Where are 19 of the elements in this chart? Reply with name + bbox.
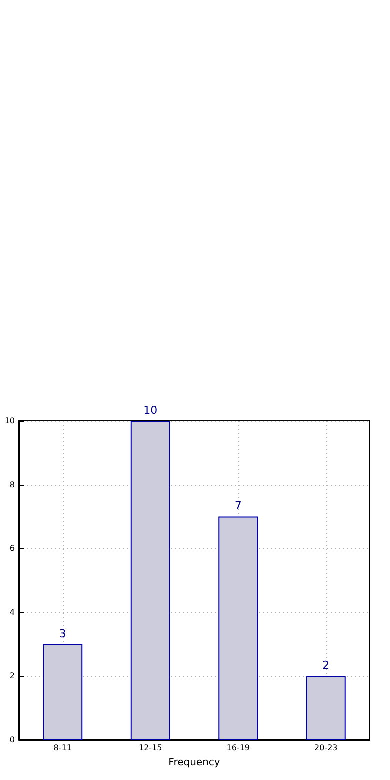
x-tick-label: 16-19 (226, 744, 250, 752)
bar (43, 644, 83, 740)
data-label: 7 (234, 500, 242, 513)
x-tick-label: 20-23 (314, 744, 338, 752)
y-tick-label: 6 (10, 544, 15, 554)
bar (130, 421, 170, 740)
data-label: 3 (59, 627, 66, 640)
y-tick-label: 8 (10, 480, 15, 490)
x-tick-label: 12-15 (139, 744, 162, 752)
y-tick-label: 4 (10, 608, 15, 617)
x-axis-title: Frequency (168, 758, 220, 768)
x-tick-label: 8-11 (54, 744, 72, 752)
bar (218, 516, 258, 740)
y-tick-label: 2 (10, 672, 15, 681)
data-label: 10 (144, 404, 158, 417)
bar (306, 676, 346, 740)
y-tick-label: 10 (4, 416, 15, 426)
y-tick-label: 0 (10, 736, 15, 744)
data-label: 2 (322, 659, 330, 672)
